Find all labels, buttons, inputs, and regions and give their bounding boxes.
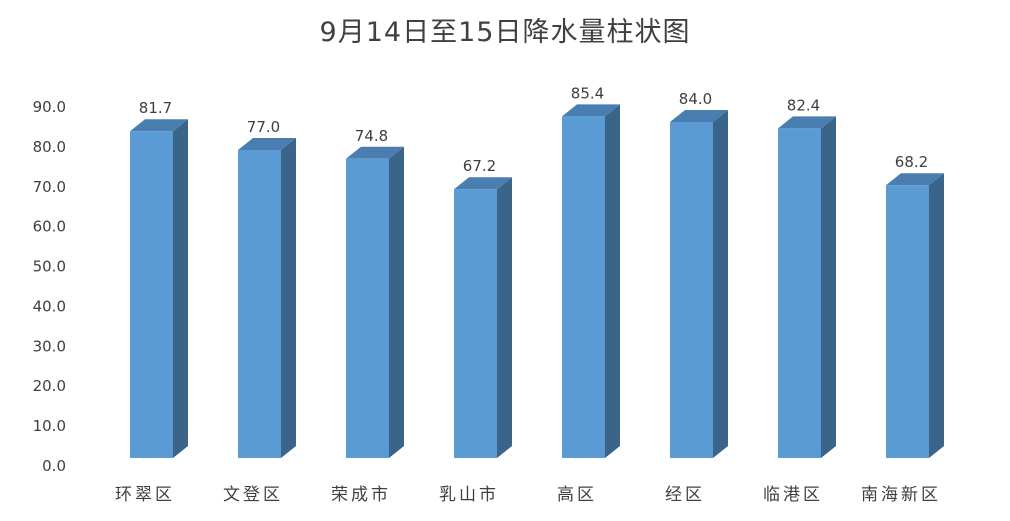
bar-side	[929, 173, 944, 458]
bar	[454, 189, 497, 458]
bar-top	[886, 173, 944, 186]
x-category-label: 环翠区	[115, 485, 175, 505]
y-tick-label: 30.0	[33, 337, 66, 355]
bar-top	[454, 177, 512, 190]
bar-side	[497, 177, 512, 458]
bar	[778, 128, 821, 458]
bar	[238, 150, 281, 458]
data-label: 84.0	[679, 90, 712, 108]
x-category-label: 南海新区	[861, 485, 941, 505]
bar	[346, 158, 389, 459]
chart-title: 9月14日至15日降水量柱状图	[319, 17, 691, 48]
data-label: 81.7	[139, 99, 172, 117]
y-tick-label: 10.0	[33, 417, 66, 435]
bar-top	[670, 110, 728, 122]
x-category-label: 临港区	[763, 485, 823, 505]
bar	[670, 122, 713, 458]
y-tick-label: 90.0	[33, 98, 66, 116]
x-category-label: 荣成市	[331, 485, 391, 505]
bar-top	[238, 138, 296, 150]
bar	[562, 116, 605, 459]
x-category-label: 乳山市	[439, 485, 499, 505]
y-tick-label: 40.0	[33, 297, 66, 315]
bar-side	[605, 104, 620, 459]
x-category-label: 经区	[665, 485, 705, 505]
bar-top	[346, 146, 404, 159]
bar-top	[562, 104, 620, 117]
bar-side	[713, 110, 728, 458]
y-tick-label: 50.0	[33, 258, 66, 276]
data-label: 82.4	[787, 96, 820, 114]
data-label: 67.2	[463, 157, 496, 175]
x-category-label: 文登区	[223, 485, 283, 505]
data-label: 74.8	[355, 127, 388, 145]
data-label: 68.2	[895, 153, 928, 171]
bar-top	[778, 116, 836, 129]
y-tick-label: 80.0	[33, 138, 66, 156]
bar-side	[173, 119, 188, 458]
y-tick-label: 60.0	[33, 218, 66, 236]
y-tick-label: 70.0	[33, 178, 66, 196]
data-label: 77.0	[247, 118, 280, 136]
bar-side	[821, 116, 836, 459]
y-tick-label: 0.0	[42, 457, 66, 475]
bar-side	[281, 138, 296, 458]
bar-top	[130, 119, 188, 132]
data-label: 85.4	[571, 84, 604, 102]
y-tick-label: 20.0	[33, 377, 66, 395]
x-category-label: 高区	[557, 485, 597, 505]
bar	[130, 131, 173, 458]
bar	[886, 185, 929, 458]
bar-side	[389, 146, 404, 459]
